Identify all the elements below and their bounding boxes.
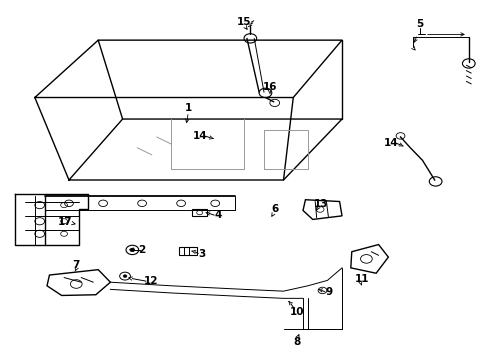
Text: 2: 2 — [138, 244, 145, 255]
Text: 10: 10 — [289, 307, 304, 317]
Text: 9: 9 — [325, 287, 332, 297]
Text: 15: 15 — [237, 17, 251, 27]
Text: 6: 6 — [271, 204, 278, 215]
Text: 14: 14 — [193, 131, 207, 141]
Text: 3: 3 — [198, 248, 205, 258]
Text: 16: 16 — [262, 82, 277, 93]
Bar — [192, 210, 206, 216]
Circle shape — [123, 275, 127, 278]
Text: 4: 4 — [215, 210, 222, 220]
Text: 17: 17 — [58, 217, 72, 227]
Text: 7: 7 — [72, 260, 80, 270]
Text: 11: 11 — [354, 274, 369, 284]
Text: 8: 8 — [293, 337, 300, 347]
Bar — [178, 247, 197, 255]
Text: 1: 1 — [184, 103, 192, 113]
Text: 5: 5 — [416, 19, 423, 29]
Circle shape — [130, 248, 135, 252]
Text: 14: 14 — [383, 138, 397, 148]
Text: 12: 12 — [143, 276, 158, 286]
Text: 13: 13 — [313, 199, 327, 209]
